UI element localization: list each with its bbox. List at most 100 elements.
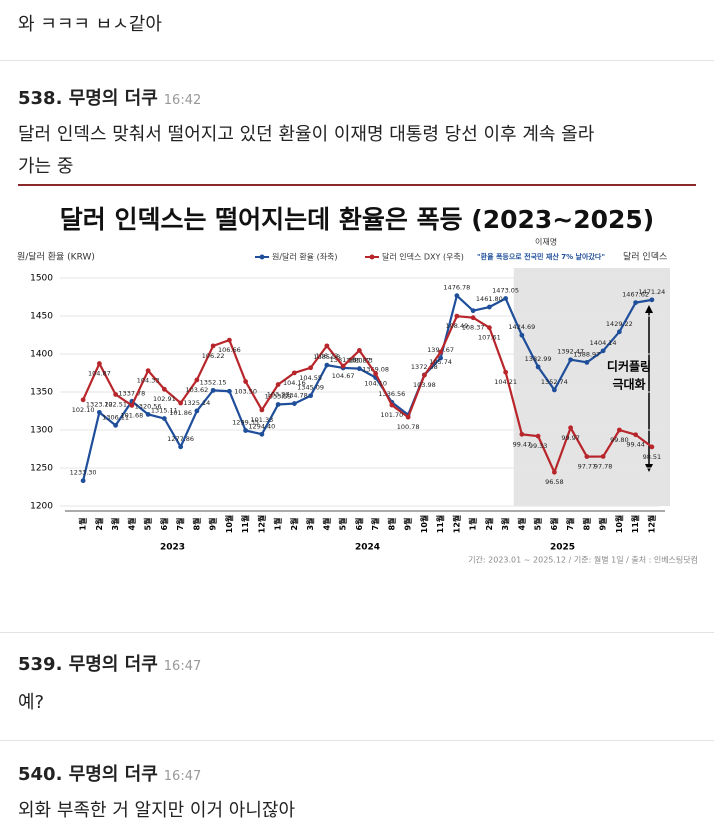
data-label: 104.33	[137, 377, 160, 385]
data-label: 1385.38	[313, 353, 340, 361]
point	[600, 454, 606, 459]
chart: 달러 인덱스는 떨어지는데 환율은 폭등 (2023~2025) 원/달러 환율…	[15, 195, 700, 567]
data-label: 100.78	[397, 423, 420, 431]
x-tick-label: 11월	[240, 515, 250, 534]
y-tick-label: 1450	[30, 312, 53, 322]
data-label: 103.27	[267, 391, 290, 399]
x-tick-label: 12월	[256, 515, 266, 534]
data-label: 101.68	[121, 411, 144, 419]
data-label: 1404.14	[590, 339, 617, 347]
point	[129, 402, 135, 408]
data-label: 106.22	[316, 352, 339, 360]
x-tick-label: 5월	[338, 518, 348, 531]
post-number: 538.	[18, 88, 63, 109]
point	[356, 348, 362, 353]
data-label: 105.74	[429, 358, 452, 366]
data-label: 104.67	[332, 372, 355, 380]
point	[291, 370, 297, 376]
data-label: 106.66	[218, 346, 241, 354]
x-tick-label: 8월	[581, 518, 591, 531]
x-tick-label: 10월	[224, 515, 234, 534]
point	[616, 329, 622, 335]
data-label: 107.61	[478, 334, 501, 342]
point	[243, 379, 249, 384]
point	[649, 297, 655, 303]
underline	[18, 184, 696, 186]
point	[161, 386, 167, 392]
point	[113, 392, 119, 397]
point	[519, 431, 525, 437]
point	[210, 343, 216, 349]
post-number: 540.	[18, 764, 63, 785]
separator	[0, 740, 714, 741]
author: 무명의 더쿠	[68, 764, 158, 785]
author: 무명의 더쿠	[68, 654, 158, 675]
point	[275, 382, 281, 387]
shade	[513, 268, 670, 506]
data-label: 97.77	[578, 463, 597, 471]
data-label: 1381.68	[330, 356, 357, 364]
post-header: 540. 무명의 더쿠 16:47	[18, 760, 201, 786]
point	[113, 422, 119, 428]
footnote: 기간: 2023.01 ~ 2025.12 / 기준: 월별 1일 / 출처 :…	[468, 555, 698, 565]
point	[616, 427, 622, 433]
year-label: 2023	[160, 543, 185, 553]
data-label: 102.91	[153, 395, 176, 403]
data-label: 1471.24	[638, 288, 665, 296]
point	[584, 454, 590, 459]
point	[178, 400, 184, 406]
point	[584, 359, 590, 365]
annotation: 이재명	[535, 237, 557, 247]
x-tick-label: 12월	[451, 515, 461, 534]
point	[503, 296, 509, 301]
data-label: 104.10	[364, 380, 387, 388]
data-label: 1380.73	[346, 357, 373, 365]
data-label: 101.70	[381, 411, 404, 419]
year-label: 2024	[355, 543, 380, 553]
point	[291, 401, 297, 406]
post-text: 가는 중	[18, 156, 74, 177]
x-tick-label: 8월	[386, 518, 396, 531]
x-tick-label: 6월	[549, 518, 559, 531]
data-label: 97.78	[594, 462, 613, 470]
x-tick-label: 10월	[419, 515, 429, 534]
x-tick-label: 9월	[208, 518, 218, 531]
point	[438, 355, 444, 361]
data-label: 1369.08	[362, 365, 389, 373]
x-tick-label: 8월	[191, 518, 201, 531]
point	[568, 425, 574, 431]
x-tick-label: 9월	[403, 518, 413, 531]
data-label: 105.87	[348, 356, 371, 364]
point	[421, 372, 427, 378]
post-number: 539.	[18, 654, 63, 675]
data-label: 1299.35	[232, 418, 259, 426]
x-tick-label: 3월	[500, 518, 510, 531]
x-tick-label: 11월	[435, 515, 445, 534]
author: 무명의 더쿠	[68, 88, 158, 109]
point	[308, 365, 314, 371]
point	[600, 348, 606, 354]
data-label: 1334.78	[281, 392, 308, 400]
point	[324, 362, 330, 368]
point	[275, 402, 281, 407]
data-label: 1306.11	[102, 413, 129, 421]
point	[568, 357, 574, 363]
data-label: 1382.99	[525, 355, 552, 363]
point	[340, 363, 346, 369]
data-label: 1352.15	[200, 378, 227, 386]
y-label: 원/달러 환율 (KRW)	[17, 251, 95, 263]
x-tick-label: 2월	[94, 518, 104, 531]
x-tick-label: 5월	[143, 518, 153, 531]
data-label: 104.55	[299, 374, 322, 382]
point	[161, 416, 167, 421]
point	[389, 402, 395, 408]
data-label: 1315.11	[151, 407, 178, 415]
data-label: 1336.56	[378, 390, 405, 398]
point	[454, 313, 460, 319]
point	[633, 432, 639, 438]
data-label: 104.87	[88, 370, 111, 378]
data-label: 1323.22	[86, 400, 113, 408]
point	[96, 409, 102, 415]
point	[503, 369, 509, 375]
